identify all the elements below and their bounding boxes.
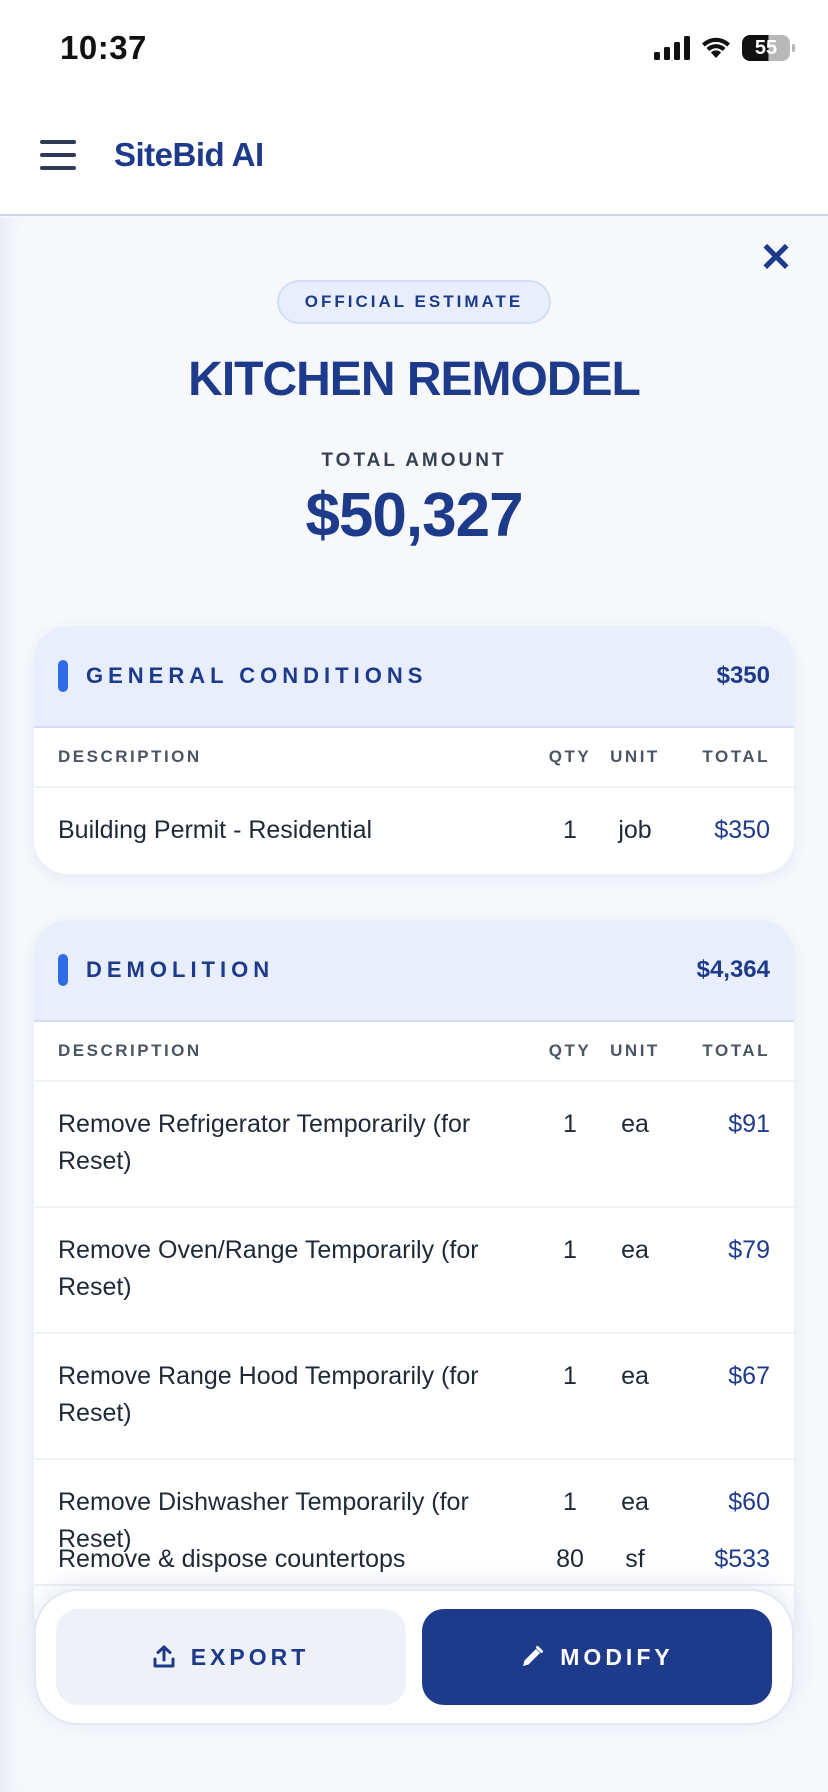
section-header[interactable]: GENERAL CONDITIONS $350 (34, 626, 794, 728)
item-total: $533 (714, 1544, 770, 1573)
table-row[interactable]: Remove Oven/Range Temporarily (for Reset… (34, 1208, 794, 1334)
column-unit: UNIT (610, 1041, 660, 1060)
item-description: Remove Range Hood Temporarily (for Reset… (58, 1362, 479, 1427)
section-header[interactable]: DEMOLITION $4,364 (34, 920, 794, 1022)
item-total: $350 (714, 816, 770, 844)
item-total: $67 (728, 1362, 770, 1390)
section-name: DEMOLITION (86, 957, 275, 982)
item-total: $60 (728, 1488, 770, 1516)
action-bar: EXPORT MODIFY (34, 1589, 794, 1725)
app-header: SiteBid AI (0, 96, 828, 216)
item-unit: job (618, 816, 652, 844)
item-qty: 1 (563, 1236, 577, 1264)
column-description: DESCRIPTION (58, 1041, 202, 1060)
section-total: $4,364 (696, 956, 770, 983)
pencil-icon (523, 1646, 544, 1666)
total-amount-label: TOTAL AMOUNT (321, 450, 507, 471)
column-qty: QTY (548, 1041, 592, 1060)
table-row[interactable]: Remove Dishwasher Temporarily (for Reset… (34, 1460, 794, 1586)
item-total: $91 (728, 1110, 770, 1138)
column-description: DESCRIPTION (58, 747, 202, 766)
section-card-general-conditions: GENERAL CONDITIONS $350 DESCRIPTION QTY … (34, 626, 794, 874)
item-description: Remove Refrigerator Temporarily (for Res… (58, 1110, 471, 1175)
item-qty: 1 (563, 1110, 577, 1138)
official-estimate-badge: OFFICIAL ESTIMATE (277, 280, 551, 324)
column-header-row: DESCRIPTION QTY UNIT TOTAL (34, 728, 794, 788)
item-unit: ea (621, 1488, 649, 1516)
table-row[interactable]: Remove Range Hood Temporarily (for Reset… (34, 1334, 794, 1460)
upload-icon (153, 1645, 175, 1668)
section-total: $350 (716, 662, 770, 689)
section-accent-bar (58, 954, 68, 986)
battery-icon: 55 (742, 35, 795, 61)
wifi-icon (702, 37, 730, 58)
brand-title: SiteBid AI (114, 136, 264, 173)
export-button[interactable]: EXPORT (56, 1609, 406, 1705)
export-button-label: EXPORT (190, 1643, 310, 1670)
item-qty: 1 (563, 1488, 577, 1516)
column-qty: QTY (548, 747, 592, 766)
section-name: GENERAL CONDITIONS (86, 663, 428, 688)
item-qty: 1 (563, 816, 577, 844)
column-total: TOTAL (702, 1041, 770, 1060)
modify-button[interactable]: MODIFY (422, 1609, 772, 1705)
status-icons: 55 (654, 35, 795, 61)
section-card-demolition: DEMOLITION $4,364 DESCRIPTION QTY UNIT T… (34, 920, 794, 1620)
close-icon[interactable]: ✕ (759, 236, 793, 280)
item-unit: ea (621, 1362, 649, 1390)
section-accent-bar (58, 660, 68, 692)
project-title: KITCHEN REMODEL (188, 353, 641, 406)
status-time: 10:37 (60, 29, 147, 66)
item-unit: ea (621, 1236, 649, 1264)
item-description: Remove & dispose countertops (58, 1544, 406, 1573)
hamburger-menu-icon[interactable] (40, 140, 76, 170)
table-row[interactable]: Remove Refrigerator Temporarily (for Res… (34, 1082, 794, 1208)
item-unit: ea (621, 1110, 649, 1138)
item-qty: 80 (556, 1544, 584, 1573)
item-description: Building Permit - Residential (58, 816, 373, 844)
column-unit: UNIT (610, 747, 660, 766)
column-header-row: DESCRIPTION QTY UNIT TOTAL (34, 1022, 794, 1082)
table-row[interactable]: Building Permit - Residential 1 job $350 (34, 788, 794, 874)
modify-button-label: MODIFY (560, 1643, 674, 1670)
item-total: $79 (728, 1236, 770, 1264)
table-row[interactable]: Remove & dispose countertops 80 sf $533 (34, 1514, 794, 1604)
status-bar: 10:37 55 (0, 0, 828, 96)
item-description: Remove Dishwasher Temporarily (for Reset… (58, 1488, 469, 1553)
item-unit: sf (625, 1544, 645, 1573)
item-description: Remove Oven/Range Temporarily (for Reset… (58, 1236, 479, 1301)
signal-icon (654, 36, 690, 60)
item-qty: 1 (563, 1362, 577, 1390)
column-total: TOTAL (702, 747, 770, 766)
total-amount-value: $50,327 (305, 481, 523, 550)
